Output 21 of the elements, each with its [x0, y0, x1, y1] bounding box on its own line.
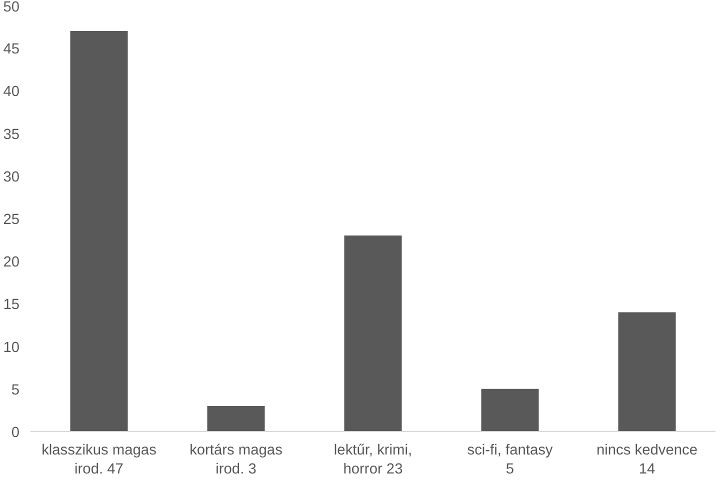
bar: [618, 312, 676, 432]
bar: [70, 31, 128, 432]
x-tick-label: kortárs magas irod. 3: [190, 442, 282, 478]
x-tick-label: nincs kedvence 14: [596, 442, 698, 478]
x-tick-label: klasszikus magas irod. 47: [42, 442, 156, 478]
bar: [207, 406, 265, 432]
y-tick-label: 5: [11, 382, 20, 398]
y-tick-label: 10: [3, 340, 20, 356]
y-tick-label: 20: [3, 254, 20, 271]
y-tick-label: 25: [3, 212, 20, 228]
y-tick-label: 50: [3, 0, 20, 16]
y-tick-label: 15: [3, 297, 20, 314]
bar: [344, 236, 402, 432]
y-tick-label: 0: [11, 425, 20, 441]
bar: [481, 388, 539, 432]
y-tick-label: 45: [3, 42, 20, 58]
y-tick-label: 30: [3, 169, 20, 186]
y-tick-label: 40: [3, 84, 20, 100]
x-tick-label: lektűr, krimi, horror 23: [334, 442, 412, 478]
y-tick-label: 35: [3, 126, 20, 143]
x-tick-label: sci-fi, fantasy 5: [467, 442, 554, 478]
